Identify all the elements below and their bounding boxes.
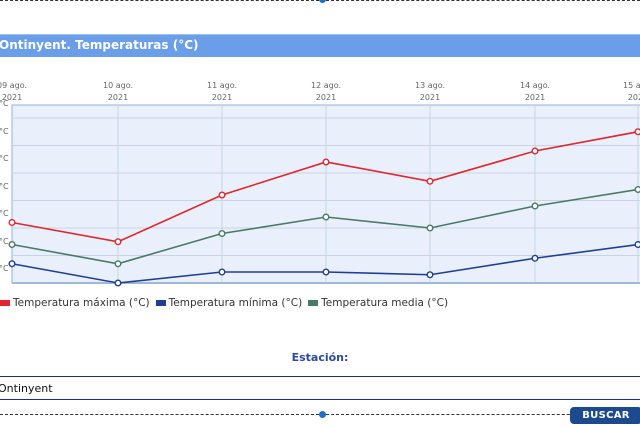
x-tick-label: 11 ago. 2021: [207, 81, 237, 102]
legend-label: Temperatura máxima (°C): [13, 297, 150, 309]
station-select[interactable]: Ontinyent: [0, 376, 640, 400]
x-tick-label: 14 ago. 2021: [520, 81, 550, 102]
data-point[interactable]: [531, 202, 539, 210]
data-point[interactable]: [114, 260, 122, 268]
data-point[interactable]: [426, 224, 434, 232]
data-point[interactable]: [531, 254, 539, 262]
legend-swatch-icon: [0, 300, 10, 306]
data-point[interactable]: [114, 238, 122, 246]
search-button[interactable]: BUSCAR: [570, 407, 640, 424]
data-point[interactable]: [531, 147, 539, 155]
data-point[interactable]: [8, 240, 16, 248]
data-point[interactable]: [634, 186, 640, 193]
x-tick-label: 15 ago.2021: [623, 81, 640, 102]
x-tick-label: 13 ago. 2021: [415, 81, 445, 102]
data-point[interactable]: [218, 191, 226, 199]
data-point[interactable]: [426, 271, 434, 279]
data-point[interactable]: [634, 241, 640, 248]
legend-swatch-icon: [155, 300, 166, 306]
data-point[interactable]: [8, 260, 16, 268]
data-point[interactable]: [218, 268, 226, 276]
y-tick: °C: [0, 154, 9, 163]
x-tick-label: 10 ago. 2021: [103, 81, 133, 102]
y-tick: °C: [0, 99, 9, 108]
data-point[interactable]: [114, 279, 122, 287]
chart-title: Ontinyent. Temperaturas (°C): [0, 38, 199, 52]
data-point[interactable]: [634, 128, 640, 136]
slider-handle-bottom[interactable]: [319, 411, 326, 418]
x-tick-label: 09 ago. 2021: [0, 81, 27, 102]
legend-item-max[interactable]: Temperatura máxima (°C): [0, 297, 150, 309]
chart-legend: Temperatura máxima (°C) Temperatura míni…: [0, 297, 454, 309]
data-point[interactable]: [8, 218, 16, 226]
data-point[interactable]: [322, 213, 330, 221]
x-tick-label: 12 ago. 2021: [311, 81, 341, 102]
station-value: Ontinyent: [0, 382, 53, 395]
data-point[interactable]: [322, 268, 330, 276]
line-chart[interactable]: [0, 0, 640, 300]
legend-item-min[interactable]: Temperatura mínima (°C): [155, 297, 303, 309]
legend-label: Temperatura media (°C): [321, 297, 449, 309]
chart-title-bar: Ontinyent. Temperaturas (°C): [0, 34, 640, 57]
y-tick: °C: [0, 127, 9, 136]
legend-swatch-icon: [308, 300, 319, 306]
y-tick: °C: [0, 237, 9, 246]
legend-item-mean[interactable]: Temperatura media (°C): [308, 297, 448, 309]
legend-label: Temperatura mínima (°C): [168, 297, 303, 309]
data-point[interactable]: [322, 158, 330, 166]
y-tick: °C: [0, 182, 9, 191]
y-tick: °C: [0, 209, 9, 218]
data-point[interactable]: [426, 177, 434, 185]
y-tick: °C: [0, 264, 9, 273]
data-point[interactable]: [218, 229, 226, 237]
slider-handle-top[interactable]: [319, 0, 326, 3]
station-label: Estación:: [291, 351, 349, 364]
